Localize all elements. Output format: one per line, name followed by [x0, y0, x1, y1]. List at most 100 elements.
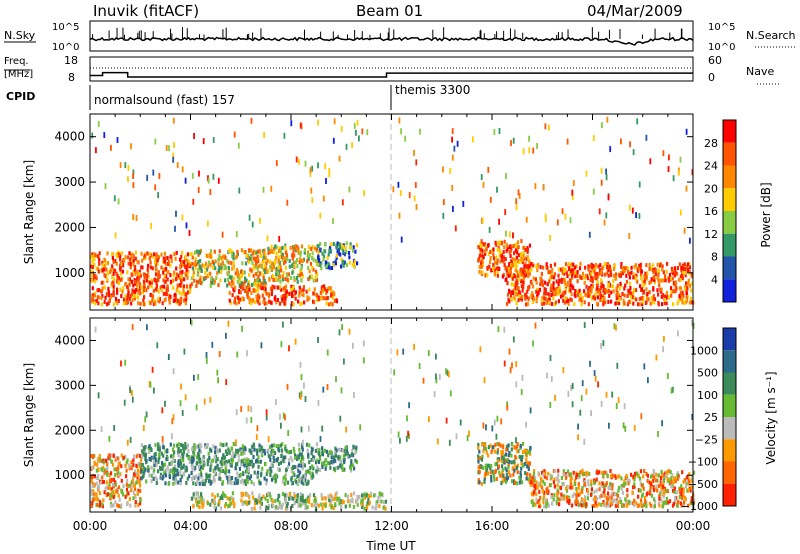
echo-cell [337, 465, 340, 470]
echo-cell [106, 471, 109, 476]
echo-cell [101, 475, 104, 480]
echo-cell [97, 266, 100, 271]
echo-cell [530, 281, 533, 285]
echo-cell [445, 368, 447, 375]
echo-cell [208, 478, 211, 483]
echo-cell [651, 300, 654, 305]
echo-cell [292, 464, 295, 469]
echo-cell [325, 449, 328, 454]
echo-cell [501, 445, 505, 450]
echo-cell [485, 450, 488, 455]
echo-cell [557, 490, 560, 495]
echo-cell [155, 259, 158, 264]
echo-cell [307, 257, 310, 261]
echo-cell [354, 458, 357, 463]
echo-cell [242, 451, 245, 456]
echo-cell [687, 475, 690, 480]
echo-cell [158, 297, 161, 301]
echo-cell [587, 289, 590, 294]
echo-cell [504, 458, 507, 463]
echo-cell [321, 287, 324, 292]
echo-cell [570, 503, 574, 508]
echo-cell [208, 456, 211, 460]
echo-cell [602, 493, 605, 498]
echo-cell [522, 267, 525, 272]
echo-cell [292, 293, 295, 298]
echo-cell [271, 463, 274, 468]
echo-cell [628, 271, 631, 276]
echo-cell [660, 278, 663, 283]
echo-cell [600, 470, 603, 475]
echo-cell [490, 248, 494, 253]
echo-cell [300, 288, 303, 293]
echo-cell [650, 266, 653, 271]
echo-cell [224, 504, 227, 509]
echo-cell [197, 252, 200, 257]
echo-cell [511, 442, 514, 447]
echo-cell [662, 346, 664, 353]
echo-cell [230, 283, 233, 288]
echo-cell [531, 291, 534, 296]
echo-cell [652, 488, 656, 493]
echo-cell [436, 438, 439, 445]
echo-cell [623, 503, 626, 508]
echo-cell [505, 243, 508, 248]
echo-cell [672, 476, 675, 481]
echo-cell [630, 265, 633, 270]
echo-cell [648, 489, 652, 494]
echo-cell [291, 294, 294, 299]
echo-cell [683, 500, 686, 505]
echo-cell [633, 503, 636, 508]
echo-cell [521, 288, 524, 293]
echo-cell [263, 448, 266, 453]
echo-cell [593, 503, 596, 508]
echo-cell [543, 469, 546, 474]
echo-cell [240, 462, 243, 467]
echo-cell [213, 249, 216, 254]
echo-cell [283, 474, 286, 479]
echo-cell [268, 299, 271, 304]
echo-cell [198, 264, 201, 269]
echo-cell [284, 444, 287, 449]
echo-cell [585, 502, 588, 506]
echo-cell [349, 499, 352, 504]
echo-cell [481, 454, 484, 459]
echo-cell [654, 499, 657, 504]
echo-cell [616, 503, 619, 508]
echo-cell [630, 291, 633, 296]
echo-cell [245, 289, 248, 294]
echo-cell [605, 391, 608, 398]
echo-cell [225, 463, 228, 468]
echo-cell [609, 500, 612, 505]
echo-cell [596, 301, 599, 306]
echo-cell [485, 463, 488, 468]
echo-cell [146, 174, 149, 181]
echo-cell [368, 500, 371, 505]
nsky-panel-frame [89, 20, 694, 52]
echo-cell [611, 485, 614, 490]
echo-cell [99, 480, 102, 485]
echo-cell [267, 250, 270, 255]
echo-cell [176, 443, 179, 448]
echo-cell [137, 301, 140, 306]
echo-cell [553, 262, 557, 267]
echo-cell [212, 477, 215, 482]
echo-cell [278, 255, 281, 260]
echo-cell [259, 271, 262, 276]
echo-cell [222, 460, 225, 464]
echo-cell [627, 300, 630, 304]
echo-cell [280, 422, 282, 429]
echo-cell [634, 288, 638, 293]
echo-cell [289, 455, 292, 460]
echo-cell [102, 498, 105, 503]
echo-cell [335, 253, 338, 258]
echo-cell [618, 286, 621, 291]
echo-cell [676, 471, 679, 476]
echo-cell [129, 280, 132, 285]
echo-cell [484, 447, 488, 452]
echo-cell [538, 504, 541, 508]
echo-cell [165, 145, 168, 151]
echo-cell [540, 478, 543, 483]
echo-cell [147, 468, 150, 473]
echo-cell [503, 457, 506, 462]
